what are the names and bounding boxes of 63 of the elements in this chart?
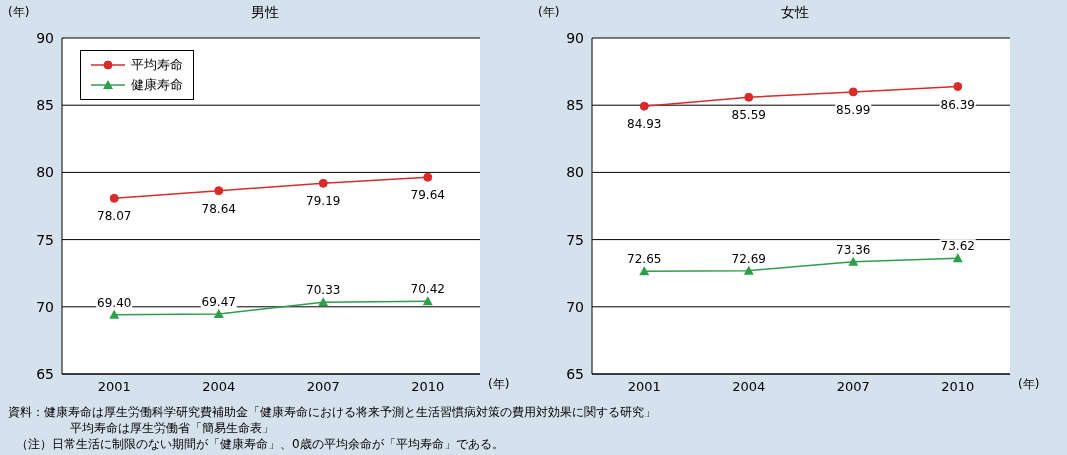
data-label: 78.07: [97, 209, 132, 224]
data-label: 78.64: [201, 201, 236, 216]
y-tick-label: 85: [36, 97, 54, 114]
y-tick-label: 75: [36, 231, 54, 248]
point: [848, 256, 859, 266]
point: [953, 82, 963, 92]
legend-label: 健康寿命: [131, 76, 183, 94]
y-tick-label: 70: [566, 298, 584, 315]
x-tick-label: 2010: [941, 379, 975, 395]
data-label: 85.59: [731, 108, 766, 123]
y-tick-label: 80: [566, 164, 584, 181]
y-tick-label: 75: [566, 231, 584, 248]
y-tick-label: 65: [36, 365, 54, 382]
data-label: 72.69: [731, 251, 766, 266]
data-label: 69.47: [201, 294, 236, 309]
data-label: 69.40: [97, 295, 132, 310]
x-tick-label: 2001: [97, 379, 131, 395]
point: [318, 178, 328, 188]
x-tick-label: 2004: [202, 379, 236, 395]
y-tick-label: 70: [36, 298, 54, 315]
chart-title: 女性: [781, 4, 809, 20]
y-tick-label: 65: [566, 365, 584, 382]
point: [109, 309, 120, 319]
point: [423, 172, 433, 182]
y-tick-label: 90: [36, 29, 54, 46]
data-label: 70.33: [306, 283, 341, 298]
data-label: 70.42: [410, 282, 445, 297]
data-label: 73.62: [940, 239, 975, 254]
point: [744, 92, 754, 102]
point: [214, 186, 224, 196]
point: [848, 87, 858, 97]
x-tick-label: 2007: [306, 379, 340, 395]
point: [639, 101, 649, 111]
x-axis-title: (年): [488, 376, 510, 393]
y-tick-label: 90: [566, 29, 584, 46]
data-label: 73.36: [836, 242, 871, 257]
x-tick-label: 2007: [836, 379, 870, 395]
chart-title: 男性: [251, 4, 279, 20]
point: [952, 253, 963, 263]
data-label: 85.99: [836, 102, 871, 117]
y-tick-label: 85: [566, 97, 584, 114]
data-label: 84.93: [627, 117, 662, 132]
point: [422, 296, 433, 306]
y-tick-label: 80: [36, 164, 54, 181]
text: 平均寿命は厚生労働省「簡易生命表」: [69, 420, 275, 436]
y-axis-title: (年): [8, 4, 30, 21]
y-axis-title: (年): [538, 4, 560, 21]
x-tick-label: 2001: [627, 379, 661, 395]
data-label: 72.65: [627, 252, 662, 267]
point: [109, 193, 119, 203]
data-label: 79.64: [410, 188, 445, 203]
text: （注）日常生活に制限のない期間が「健康寿命」、0歳の平均余命が「平均寿命」である。: [15, 436, 505, 452]
point: [639, 266, 650, 276]
point: [743, 265, 754, 275]
x-tick-label: 2004: [732, 379, 766, 395]
legend-label: 平均寿命: [131, 56, 183, 74]
point: [318, 297, 329, 307]
text: 資料：健康寿命は厚生労働科学研究費補助金「健康寿命における将来予測と生活習慣病対策の費用対効果に関する研究」: [8, 404, 656, 420]
data-label: 86.39: [940, 97, 975, 112]
x-axis-title: (年): [1018, 376, 1040, 393]
data-label: 79.19: [306, 194, 341, 209]
point: [213, 308, 224, 318]
x-tick-label: 2010: [411, 379, 445, 395]
